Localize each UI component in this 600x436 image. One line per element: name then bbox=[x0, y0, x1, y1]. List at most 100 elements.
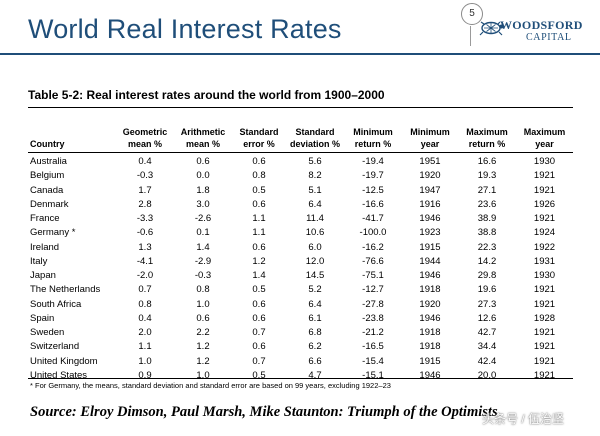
column-header-line1: Geometric bbox=[122, 127, 168, 137]
table-row: Belgium -0.3 0.0 0.8 8.2 -19.7 1920 19.3 1921 bbox=[28, 169, 573, 183]
value-cell: 19.6 bbox=[477, 284, 497, 296]
column-header: Maximum year bbox=[516, 114, 573, 150]
value-cell: 42.7 bbox=[477, 327, 497, 339]
value-cell: 0.6 bbox=[252, 341, 266, 353]
value-cell: 0.5 bbox=[252, 184, 266, 196]
value-cell: 38.9 bbox=[477, 213, 497, 225]
value-cell: 2.0 bbox=[138, 327, 152, 339]
value-cell: 6.4 bbox=[308, 298, 322, 310]
value-cell: 1921 bbox=[533, 327, 556, 339]
title-underline bbox=[0, 53, 600, 55]
value-cell: 1921 bbox=[533, 355, 556, 367]
value-cell: -19.7 bbox=[362, 170, 384, 182]
logo-wordmark: WOODSFORD bbox=[500, 18, 583, 32]
interest-rates-table: Country Geometric mean % Arithmetic mean % St… bbox=[28, 114, 573, 383]
value-cell: 6.1 bbox=[308, 312, 322, 324]
column-header-line2: error % bbox=[243, 139, 275, 149]
value-cell: 1918 bbox=[419, 327, 441, 339]
value-cell: 0.7 bbox=[138, 284, 152, 296]
value-cell: 5.6 bbox=[308, 156, 322, 168]
value-cell: 1947 bbox=[419, 184, 441, 196]
column-header: Geometric mean % bbox=[116, 114, 174, 150]
value-cell: 1.0 bbox=[138, 355, 152, 367]
value-cell: 38.8 bbox=[477, 227, 497, 239]
column-header-line2: mean % bbox=[185, 139, 220, 149]
value-cell: -12.7 bbox=[362, 284, 384, 296]
value-cell: 1915 bbox=[419, 241, 441, 253]
value-cell: -16.2 bbox=[362, 241, 384, 253]
value-cell: 1921 bbox=[533, 184, 556, 196]
value-cell: 6.4 bbox=[308, 198, 322, 210]
value-cell: -16.5 bbox=[362, 341, 384, 353]
value-cell: 1926 bbox=[533, 198, 556, 210]
value-cell: 1918 bbox=[419, 341, 441, 353]
country-cell: United States bbox=[30, 369, 88, 381]
value-cell: 0.9 bbox=[138, 369, 152, 381]
column-header-line2: year bbox=[420, 139, 440, 149]
source-citation: Source: Elroy Dimson, Paul Marsh, Mike S… bbox=[30, 404, 498, 420]
value-cell: -2.6 bbox=[194, 213, 212, 225]
table-row: Australia 0.4 0.6 0.6 5.6 -19.4 1951 16.6 1930 bbox=[28, 155, 573, 169]
value-cell: 8.2 bbox=[308, 170, 322, 182]
value-cell: 1928 bbox=[533, 312, 556, 324]
value-cell: 0.5 bbox=[252, 369, 266, 381]
value-cell: 1921 bbox=[533, 284, 556, 296]
value-cell: 27.1 bbox=[477, 184, 497, 196]
value-cell: 1946 bbox=[419, 369, 441, 381]
value-cell: 1923 bbox=[419, 227, 441, 239]
value-cell: 1.4 bbox=[196, 241, 210, 253]
value-cell: 0.4 bbox=[138, 312, 152, 324]
value-cell: -16.6 bbox=[362, 198, 384, 210]
column-header-line2: deviation % bbox=[289, 139, 340, 149]
table-row: Germany * -0.6 0.1 1.1 10.6 -100.0 1923 38.8 192… bbox=[28, 226, 573, 240]
value-cell: 1951 bbox=[419, 156, 441, 168]
value-cell: 1.0 bbox=[196, 369, 210, 381]
value-cell: 5.1 bbox=[308, 184, 322, 196]
value-cell: 0.7 bbox=[252, 327, 266, 339]
value-cell: -0.6 bbox=[136, 227, 154, 239]
value-cell: 27.3 bbox=[477, 298, 497, 310]
value-cell: 12.6 bbox=[477, 312, 497, 324]
column-header-line2: return % bbox=[468, 139, 506, 149]
value-cell: 0.1 bbox=[196, 227, 210, 239]
value-cell: 1.4 bbox=[252, 270, 266, 282]
column-header: Minimum return % bbox=[344, 114, 402, 150]
value-cell: 1921 bbox=[533, 341, 556, 353]
value-cell: -75.1 bbox=[362, 270, 384, 282]
value-cell: 19.3 bbox=[477, 170, 497, 182]
value-cell: 14.2 bbox=[477, 255, 497, 267]
value-cell: 1944 bbox=[419, 255, 441, 267]
value-cell: 6.2 bbox=[308, 341, 322, 353]
logo-subtitle: CAPITAL bbox=[526, 32, 572, 43]
country-cell: Belgium bbox=[30, 170, 65, 182]
value-cell: 1.2 bbox=[196, 341, 210, 353]
value-cell: 0.8 bbox=[252, 170, 266, 182]
value-cell: -0.3 bbox=[194, 270, 212, 282]
value-cell: 1.0 bbox=[196, 298, 210, 310]
value-cell: 1.7 bbox=[138, 184, 152, 196]
value-cell: 1920 bbox=[419, 298, 441, 310]
country-cell: United Kingdom bbox=[30, 355, 98, 367]
column-header: Arithmetic mean % bbox=[174, 114, 232, 150]
value-cell: 5.2 bbox=[308, 284, 322, 296]
table-row: Denmark 2.8 3.0 0.6 6.4 -16.6 1916 23.6 1926 bbox=[28, 198, 573, 212]
value-cell: 0.5 bbox=[252, 284, 266, 296]
value-cell: -2.0 bbox=[136, 270, 154, 282]
value-cell: -27.8 bbox=[362, 298, 384, 310]
turtle-logo-icon bbox=[479, 21, 504, 36]
country-cell: South Africa bbox=[30, 298, 82, 310]
value-cell: -3.3 bbox=[136, 213, 154, 225]
value-cell: 1.1 bbox=[252, 227, 266, 239]
table-row: The Netherlands 0.7 0.8 0.5 5.2 -12.7 1918 19.6… bbox=[28, 283, 573, 297]
table-row: South Africa 0.8 1.0 0.6 6.4 -27.8 1920 27.3 192… bbox=[28, 298, 573, 312]
column-header-line2: return % bbox=[354, 139, 392, 149]
value-cell: -12.5 bbox=[362, 184, 384, 196]
value-cell: 3.0 bbox=[196, 198, 210, 210]
brand-divider bbox=[470, 26, 471, 46]
table-caption: Table 5-2: Real interest rates around th… bbox=[28, 88, 385, 102]
value-cell: 1918 bbox=[419, 284, 441, 296]
column-header-line2: year bbox=[535, 139, 554, 149]
country-cell: The Netherlands bbox=[30, 284, 101, 296]
value-cell: 0.8 bbox=[196, 284, 210, 296]
column-header-line1: Minimum bbox=[410, 127, 450, 137]
